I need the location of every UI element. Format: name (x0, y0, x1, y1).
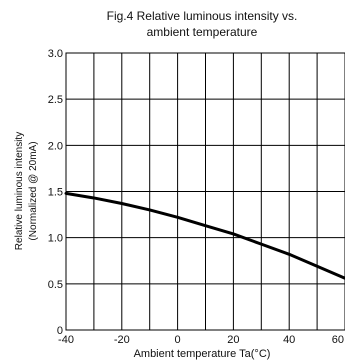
y-tick-label: 2.0 (48, 140, 63, 152)
y-tick-label: 0.5 (48, 279, 63, 291)
x-tick-label: 40 (283, 334, 295, 346)
y-axis-label: Relative luminous intensity (14, 132, 25, 250)
chart-subtitle: ambient temperature (147, 25, 258, 39)
x-tick-label: 0 (175, 334, 181, 346)
y-tick-label: 1.0 (48, 233, 63, 245)
x-tick-label: 20 (227, 334, 239, 346)
x-tick-labels: -40 -20 0 20 40 60 (58, 334, 344, 346)
grid (65, 52, 345, 331)
y-tick-label: 2.5 (48, 94, 63, 106)
y-tick-label: 0 (57, 325, 63, 337)
x-axis-label: Ambient temperature Ta(°C) (134, 348, 271, 360)
y-tick-label: 3.0 (48, 48, 63, 60)
x-tick-label: -40 (58, 334, 74, 346)
x-tick-label: -20 (114, 334, 130, 346)
y-tick-label: 1.5 (48, 187, 63, 199)
x-tick-label: 60 (332, 334, 344, 346)
series-line (64, 191, 345, 280)
y-axis-label-2: (Normalized @ 20mA) (28, 141, 39, 240)
y-tick-labels: 0 0.5 1.0 1.5 2.0 2.5 3.0 (48, 48, 63, 337)
chart-title: Fig.4 Relative luminous intensity vs. (107, 9, 298, 23)
